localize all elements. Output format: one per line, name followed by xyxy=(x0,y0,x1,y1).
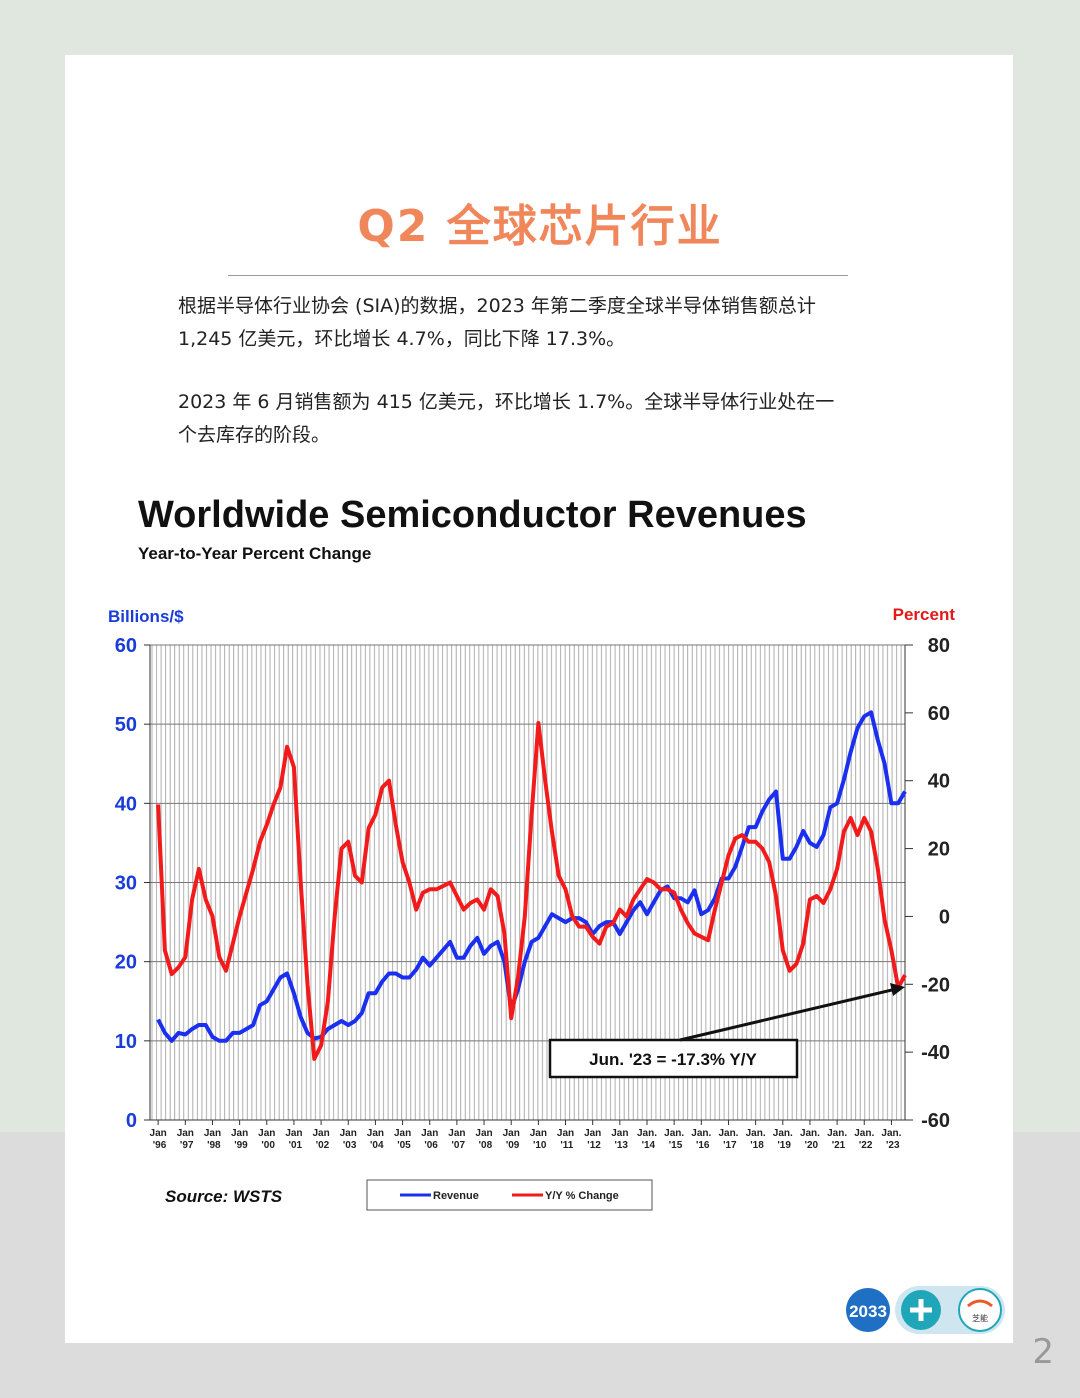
x-tick-label: Jan '12 xyxy=(584,1128,601,1151)
x-tick-label: Jan '04 xyxy=(367,1128,384,1151)
logo-text: 2033 xyxy=(849,1302,887,1321)
y-tick-label: 60 xyxy=(115,635,137,657)
logo xyxy=(846,1288,890,1332)
y-tick-label: 20 xyxy=(115,952,137,974)
x-tick-label: Jan. '23 xyxy=(881,1128,901,1151)
x-tick-label: Jan. '19 xyxy=(773,1128,793,1151)
plus-sign xyxy=(910,1299,932,1321)
y2-tick-label: 20 xyxy=(928,839,950,861)
x-tick-label: Jan '99 xyxy=(231,1128,248,1151)
logo-mark xyxy=(967,1299,993,1308)
y2-tick-label: 0 xyxy=(939,906,950,928)
source: Source: WSTS xyxy=(165,1187,283,1206)
series-line xyxy=(156,721,907,1061)
page-number: 2 xyxy=(1032,1332,1054,1372)
x-tick-label: Jan '96 xyxy=(150,1128,167,1151)
x-tick-label: Jan. '17 xyxy=(718,1128,738,1151)
x-tick-label: Jan. '20 xyxy=(800,1128,820,1151)
x-tick-label: Jan '11 xyxy=(557,1128,574,1151)
y2-tick-label: -60 xyxy=(921,1110,950,1132)
y-tick-label: 0 xyxy=(126,1110,137,1132)
chart-subtitle: Year-to-Year Percent Change xyxy=(138,544,371,563)
logo xyxy=(958,1288,1002,1332)
x-tick-label: Jan '01 xyxy=(285,1128,302,1151)
y2-tick-label: -40 xyxy=(921,1042,950,1064)
annotation-arrow xyxy=(679,987,897,1042)
x-tick-label: Jan. '15 xyxy=(664,1128,684,1151)
chart-title: Worldwide Semiconductor Revenues xyxy=(138,494,807,536)
divider xyxy=(228,275,848,276)
x-tick-label: Jan. '14 xyxy=(637,1128,657,1151)
x-tick-label: Jan '00 xyxy=(258,1128,275,1151)
x-tick-label: Jan '03 xyxy=(340,1128,357,1151)
paragraph: 2023 年 6 月销售额为 415 亿美元，环比增长 1.7%。全球半导体行业… xyxy=(178,391,835,446)
arrow-head xyxy=(890,983,905,996)
series-line xyxy=(156,710,907,1043)
x-tick-label: Jan '98 xyxy=(204,1128,221,1151)
y-tick-label: 50 xyxy=(115,714,137,736)
y2-tick-label: 80 xyxy=(928,635,950,657)
y2-tick-label: -20 xyxy=(921,974,950,996)
x-tick-label: Jan '13 xyxy=(611,1128,628,1151)
x-tick-label: Jan '97 xyxy=(177,1128,194,1151)
y2-tick-label: 40 xyxy=(928,771,950,793)
x-tick-label: Jan '02 xyxy=(312,1128,329,1151)
paragraph: 根据半导体行业协会 (SIA)的数据，2023 年第二季度全球半导体销售额总计 … xyxy=(178,295,816,350)
annotation: Jun. '23 = -17.3% Y/Y xyxy=(589,1050,757,1069)
x-tick-label: Jan '07 xyxy=(448,1128,465,1151)
x-tick-label: Jan '08 xyxy=(475,1128,492,1151)
y-axis-label: Billions/$ xyxy=(108,607,184,626)
annotation-box xyxy=(548,1038,799,1079)
x-tick-label: Jan. '22 xyxy=(854,1128,874,1151)
y2-axis-label: Percent xyxy=(893,605,956,624)
legend-label: Y/Y % Change xyxy=(545,1190,619,1202)
y-tick-label: 30 xyxy=(115,873,137,895)
x-tick-label: Jan '06 xyxy=(421,1128,438,1151)
legend-label: Revenue xyxy=(433,1190,479,1202)
x-tick-label: Jan. '21 xyxy=(827,1128,847,1151)
logo-text: 芝能 xyxy=(972,1313,988,1323)
x-tick-label: Jan '09 xyxy=(503,1128,520,1151)
x-tick-label: Jan '10 xyxy=(530,1128,547,1151)
y-tick-label: 10 xyxy=(115,1031,137,1053)
x-tick-label: Jan. '16 xyxy=(691,1128,711,1151)
page-title: Q2 全球芯片行业 xyxy=(357,201,723,252)
y2-tick-label: 60 xyxy=(928,703,950,725)
x-tick-label: Jan '05 xyxy=(394,1128,411,1151)
y-tick-label: 40 xyxy=(115,793,137,815)
x-tick-label: Jan. '18 xyxy=(746,1128,766,1151)
